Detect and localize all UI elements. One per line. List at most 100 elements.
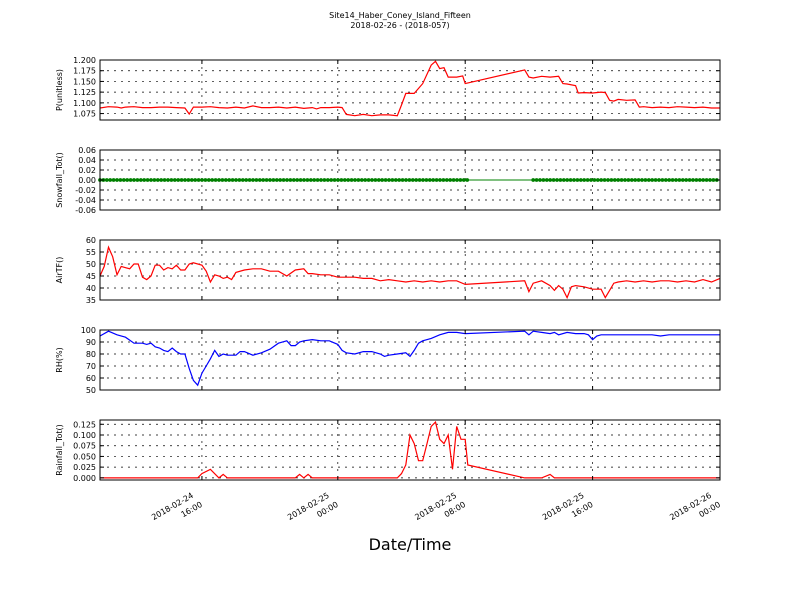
y-tick-label: 0.04 — [78, 156, 96, 165]
data-point — [572, 178, 576, 182]
data-point — [544, 178, 549, 182]
data-point — [302, 178, 306, 182]
data-point — [393, 178, 398, 182]
data-point — [288, 178, 293, 182]
data-point — [458, 178, 463, 182]
data-point — [247, 178, 252, 182]
data-point — [332, 178, 337, 182]
y-tick-label: 60 — [86, 236, 96, 245]
y-tick-label: 0.075 — [73, 442, 96, 451]
data-point — [687, 178, 692, 182]
data-point — [366, 178, 371, 182]
data-point — [166, 178, 170, 182]
data-point — [200, 178, 204, 182]
data-point — [626, 178, 631, 182]
y-tick-label: -0.04 — [75, 196, 96, 205]
y-tick-label: -0.02 — [75, 186, 96, 195]
data-point — [417, 178, 422, 182]
data-point — [183, 178, 187, 182]
data-point — [431, 178, 436, 182]
data-point — [203, 178, 208, 182]
data-point — [104, 178, 109, 182]
data-point — [421, 178, 425, 182]
data-point — [561, 178, 566, 182]
data-point — [400, 178, 405, 182]
y-tick-label: -0.06 — [75, 206, 96, 215]
y-tick-label: 55 — [86, 248, 96, 257]
data-line — [99, 245, 721, 300]
data-point — [629, 178, 634, 182]
data-point — [444, 178, 449, 182]
data-point — [291, 178, 296, 182]
plot-area — [100, 240, 720, 300]
data-point — [373, 178, 378, 182]
data-point — [575, 178, 580, 182]
plot-frame — [99, 59, 721, 121]
data-point — [633, 178, 638, 182]
data-point — [210, 178, 215, 182]
data-point — [349, 178, 354, 182]
data-point — [589, 178, 593, 182]
data-point — [257, 178, 262, 182]
data-point — [677, 178, 682, 182]
data-point — [376, 178, 381, 182]
data-point — [227, 178, 232, 182]
y-tick-label: 1.100 — [73, 99, 96, 108]
y-axis-label: P(unitless) — [55, 69, 64, 111]
data-point — [298, 178, 303, 182]
y-tick-label: 45 — [86, 272, 96, 281]
y-tick-label: 40 — [86, 284, 96, 293]
data-point — [578, 178, 583, 182]
data-point — [438, 178, 442, 182]
data-point — [162, 178, 167, 182]
y-axis-label: AirTF() — [55, 257, 64, 284]
data-point — [663, 178, 668, 182]
y-tick-label: 0.125 — [73, 420, 96, 429]
data-point — [138, 178, 143, 182]
data-line — [99, 330, 720, 387]
data-point — [448, 178, 453, 182]
data-point — [234, 178, 238, 182]
data-point — [667, 178, 672, 182]
data-point — [128, 178, 133, 182]
data-point — [322, 178, 327, 182]
data-point — [196, 178, 201, 182]
data-point — [623, 178, 627, 182]
data-point — [135, 178, 140, 182]
data-point — [363, 178, 368, 182]
data-point — [244, 178, 249, 182]
plot-frame — [99, 419, 721, 481]
chart-panel-3: 35 40 45 50 55 60 AirTF() — [55, 236, 721, 305]
data-point — [606, 178, 610, 182]
data-point — [268, 178, 272, 182]
y-tick-label: 0.025 — [73, 463, 96, 472]
data-point — [240, 178, 245, 182]
data-point — [281, 178, 286, 182]
data-point — [342, 178, 347, 182]
data-point — [585, 178, 590, 182]
data-point — [145, 178, 150, 182]
data-point — [434, 178, 439, 182]
data-point — [541, 178, 546, 182]
data-point — [660, 178, 665, 182]
data-point — [674, 178, 678, 182]
data-point — [616, 178, 621, 182]
data-point — [643, 178, 648, 182]
data-point — [387, 178, 391, 182]
y-tick-label: 50 — [86, 386, 96, 395]
data-point — [694, 178, 699, 182]
data-point — [691, 178, 695, 182]
y-axis-label: RH(%) — [55, 347, 64, 372]
data-point — [254, 178, 259, 182]
data-point — [427, 178, 432, 182]
data-point — [404, 178, 408, 182]
plot-area — [100, 60, 720, 120]
y-tick-label: 80 — [86, 350, 96, 359]
data-point — [697, 178, 702, 182]
data-point — [646, 178, 651, 182]
data-point — [657, 178, 661, 182]
data-point — [592, 178, 597, 182]
data-point — [424, 178, 429, 182]
